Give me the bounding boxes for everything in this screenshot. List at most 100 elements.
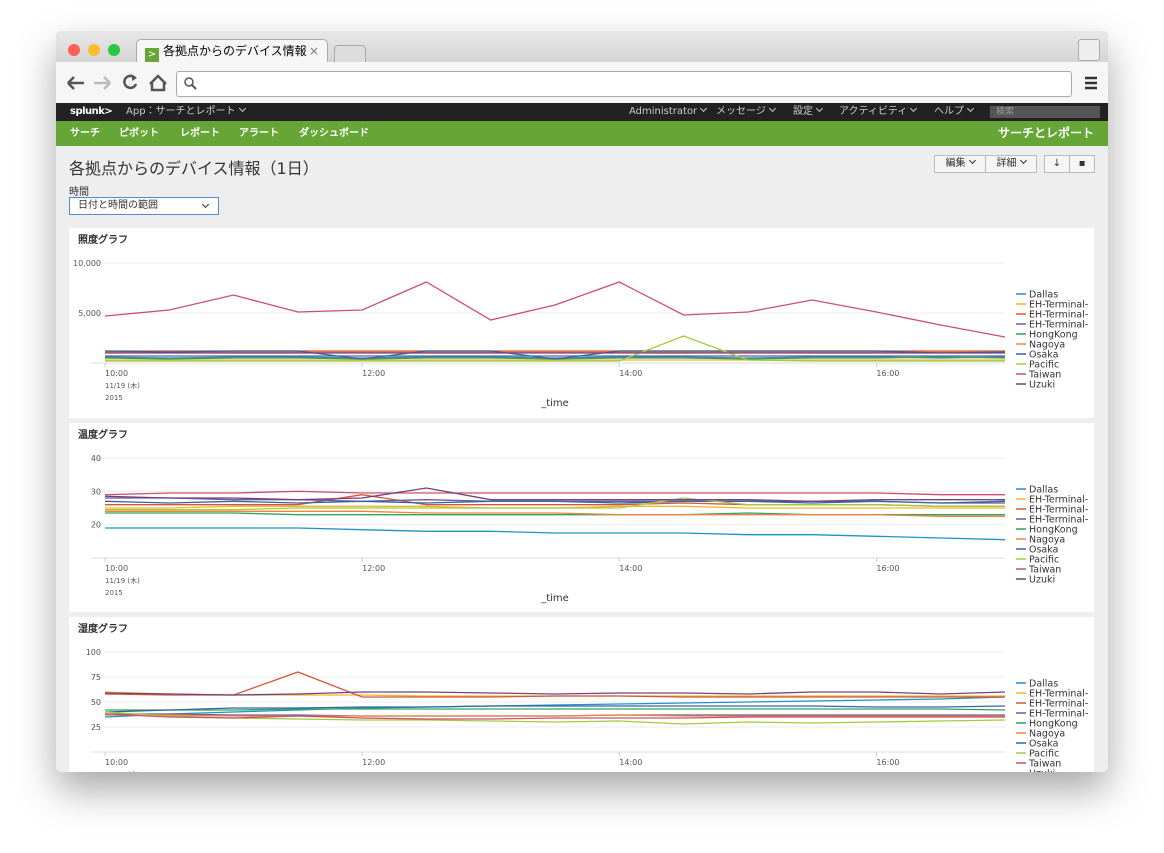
legend-label: EH-Terminal- [1029, 495, 1088, 506]
x-tick-date: 11/19 (木) [105, 770, 140, 772]
app-name: サーチとレポート [997, 126, 1094, 140]
new-tab[interactable] [334, 45, 366, 63]
minimize-button[interactable] [88, 44, 100, 56]
tab-close[interactable]: × [308, 44, 319, 58]
browser-tab[interactable]: > 各拠点からのデバイス情報 × [136, 39, 328, 63]
search-box[interactable]: 検索 [990, 106, 1100, 118]
legend-label: Taiwan [1028, 370, 1061, 381]
y-tick-label: 40 [91, 454, 101, 463]
legend-label: HongKong [1029, 330, 1078, 341]
menu-item[interactable]: アクティビティ [839, 103, 918, 121]
series-line [104, 705, 1006, 713]
nav-item[interactable]: アラート [239, 128, 279, 139]
export-button[interactable]: ↓ [1044, 155, 1070, 173]
legend-label: Dallas [1029, 290, 1058, 301]
chart: 照度グラフ 5,000 10,000 10:00 12:00 14:00 16:00 11/1… [73, 233, 1088, 409]
legend-label: EH-Terminal- [1029, 699, 1088, 710]
x-tick-label: 16:00 [876, 758, 899, 767]
x-tick-label: 10:00 [105, 369, 128, 378]
legend-label: Dallas [1029, 679, 1058, 690]
x-tick-label: 16:00 [876, 369, 899, 378]
nav-item[interactable]: ダッシュボード [299, 128, 369, 139]
nav-item[interactable]: サーチ [70, 128, 100, 139]
menu-label: Administrator [629, 106, 698, 117]
menu-item[interactable]: Administrator [629, 103, 708, 121]
series-line [105, 335, 1005, 362]
dashboard-title: 各拠点からのデバイス情報（1日） [69, 159, 319, 178]
profile-button[interactable] [1078, 39, 1100, 61]
x-tick-label: 14:00 [619, 758, 642, 767]
series-line [104, 356, 1006, 359]
app-label: App：サーチとレポート [126, 106, 236, 117]
menu-button[interactable] [1084, 76, 1098, 90]
x-axis-title: _time [540, 398, 569, 409]
app-menu[interactable]: App：サーチとレポート [126, 103, 246, 121]
y-tick-label: 75 [91, 673, 101, 682]
x-tick-label: 12:00 [362, 564, 385, 573]
app-nav: サーチ ピボット レポート アラート ダッシュボード サーチとレポート [56, 121, 1108, 146]
legend-label: Osaka [1029, 739, 1058, 750]
browser-window: > 各拠点からのデバイス情報 × splunk> App：サーチとレポート Adm… [56, 31, 1108, 772]
legend-label: EH-Terminal- [1029, 709, 1088, 720]
x-tick-year: 2015 [105, 394, 123, 402]
menu-item[interactable]: メッセージ [716, 103, 776, 121]
nav-icons[interactable] [64, 72, 174, 94]
chart: 湿度グラフ 25 50 75 100 10:00 12:00 14:00 16:00 11/19 … [78, 622, 1088, 772]
x-tick-year: 2015 [105, 589, 123, 597]
x-tick-date: 11/19 (木) [105, 381, 140, 390]
time-picker-label: 日付と時間の範囲 [78, 200, 158, 211]
series-line [105, 527, 1006, 541]
series-line [104, 500, 1006, 504]
series-line [104, 281, 1006, 338]
chart: 温度グラフ 20 30 40 10:00 12:00 14:00 16:00 11/19 (木)… [78, 428, 1088, 604]
nav-item[interactable]: レポート [180, 128, 220, 139]
series-line [105, 708, 1006, 711]
legend-label: Pacific [1029, 360, 1059, 371]
more-button[interactable]: 詳細 [985, 155, 1037, 173]
address-bar[interactable] [176, 71, 1072, 97]
legend-label: Nagoya [1029, 535, 1065, 546]
legend-label: EH-Terminal- [1029, 320, 1088, 331]
x-tick-label: 14:00 [619, 369, 642, 378]
legend-label: Osaka [1029, 350, 1058, 361]
print-button[interactable]: ▪ [1069, 155, 1095, 173]
splunk-logo[interactable]: splunk> [70, 106, 113, 117]
x-tick-label: 14:00 [619, 564, 642, 573]
legend-label: Uzuki [1029, 380, 1055, 391]
nav-item[interactable]: ピボット [119, 128, 159, 139]
edit-button[interactable]: 編集 [934, 155, 986, 173]
y-tick-label: 25 [91, 723, 101, 732]
menu-item[interactable]: 設定 [793, 103, 824, 121]
series-line [104, 711, 1006, 725]
series-line [104, 490, 1005, 496]
chart-title: 照度グラフ [78, 233, 128, 246]
splunk-bar: splunk> App：サーチとレポート Administrator メッセージ… [56, 103, 1108, 121]
panel: 照度グラフ 5,000 10,000 10:00 12:00 14:00 16:00 11/1… [69, 228, 1094, 418]
time-picker[interactable]: 日付と時間の範囲 [69, 197, 219, 215]
legend-label: Pacific [1029, 749, 1059, 760]
x-tick-label: 16:00 [876, 564, 899, 573]
time-label: 時間 [69, 187, 89, 198]
x-tick-label: 10:00 [105, 564, 128, 573]
legend-label: Osaka [1029, 545, 1058, 556]
y-tick-label: 5,000 [78, 309, 101, 318]
zoom-button[interactable] [108, 44, 120, 56]
series-line [105, 714, 1005, 717]
legend-label: EH-Terminal- [1029, 505, 1088, 516]
legend-label: Taiwan [1028, 565, 1061, 576]
menu-label: ヘルプ [934, 106, 964, 117]
legend-label: EH-Terminal- [1029, 300, 1088, 311]
search-placeholder: 検索 [996, 107, 1015, 117]
close-button[interactable] [68, 44, 80, 56]
y-tick-label: 100 [86, 648, 101, 657]
series-line [105, 497, 1005, 511]
y-tick-label: 30 [91, 487, 101, 496]
y-tick-label: 20 [91, 521, 101, 530]
x-tick-label: 12:00 [362, 369, 385, 378]
legend-label: Taiwan [1028, 759, 1061, 770]
menu-item[interactable]: ヘルプ [934, 103, 975, 121]
menu-label: メッセージ [716, 106, 766, 117]
legend-label: Pacific [1029, 555, 1059, 566]
x-tick-label: 12:00 [362, 758, 385, 767]
tab-strip: > 各拠点からのデバイス情報 × [56, 31, 1108, 63]
